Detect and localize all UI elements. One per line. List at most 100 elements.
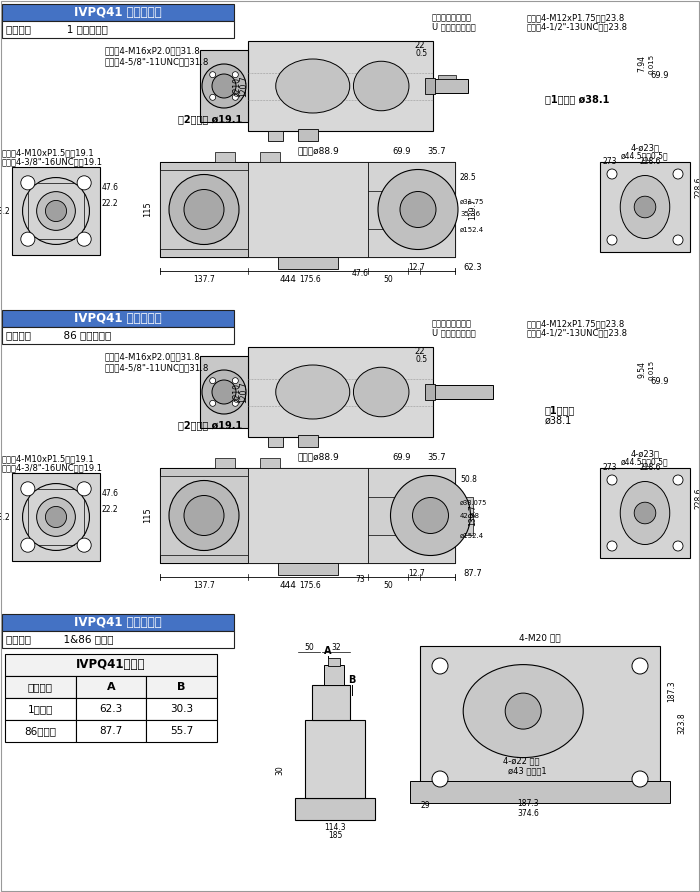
- Text: 英制：4-5/8"-11UNC，深31.8: 英制：4-5/8"-11UNC，深31.8: [105, 57, 209, 67]
- Circle shape: [77, 232, 91, 246]
- Bar: [277, 563, 337, 575]
- Text: 第2出油口 ø19.1: 第2出油口 ø19.1: [178, 420, 242, 430]
- Bar: [76, 676, 146, 698]
- Text: ø44.5孔，0.5深: ø44.5孔，0.5深: [621, 458, 668, 467]
- Bar: [305, 720, 365, 798]
- Text: 73: 73: [355, 574, 365, 583]
- Text: 第2出油口 ø19.1: 第2出油口 ø19.1: [178, 114, 242, 124]
- Text: 323.8: 323.8: [678, 713, 687, 734]
- Text: 115: 115: [144, 508, 153, 524]
- Text: ø38.075: ø38.075: [460, 500, 487, 506]
- Circle shape: [232, 377, 238, 384]
- Text: IVPQ41尺寸表: IVPQ41尺寸表: [76, 658, 146, 672]
- Text: 444: 444: [279, 275, 296, 284]
- Text: 175.6: 175.6: [299, 275, 321, 284]
- Text: 30: 30: [276, 765, 284, 775]
- Bar: [600, 162, 690, 252]
- Circle shape: [169, 481, 239, 550]
- Text: 114.3: 114.3: [324, 823, 346, 832]
- Text: 50.8: 50.8: [460, 475, 477, 484]
- Circle shape: [21, 176, 35, 190]
- Text: ø210: ø210: [232, 77, 241, 95]
- Text: 公制：4-M12xP1.75，深23.8: 公制：4-M12xP1.75，深23.8: [527, 319, 625, 328]
- Bar: [268, 131, 283, 141]
- Ellipse shape: [463, 665, 583, 757]
- Text: 英制：4-1/2"-13UNC，深23.8: 英制：4-1/2"-13UNC，深23.8: [527, 328, 628, 337]
- Text: 35.36: 35.36: [460, 211, 480, 217]
- Bar: [2, 614, 234, 631]
- Ellipse shape: [354, 62, 409, 111]
- Text: 主軸編號          86 號平鍵主軸: 主軸編號 86 號平鍵主軸: [6, 331, 111, 341]
- Bar: [12, 473, 100, 561]
- Circle shape: [210, 377, 216, 384]
- Text: 55.7: 55.7: [170, 726, 193, 736]
- Ellipse shape: [620, 176, 670, 238]
- Text: 175.6: 175.6: [299, 581, 321, 590]
- Text: 47.6: 47.6: [351, 268, 368, 277]
- Text: 4-ø23孔: 4-ø23孔: [631, 450, 659, 458]
- Text: 78.2: 78.2: [0, 207, 10, 216]
- Text: 公制：4-M16xP2.0，深31.8: 公制：4-M16xP2.0，深31.8: [105, 352, 201, 361]
- Text: ø152.4: ø152.4: [460, 227, 484, 233]
- Circle shape: [673, 169, 683, 179]
- Circle shape: [391, 475, 470, 556]
- Circle shape: [634, 196, 656, 218]
- Text: A: A: [324, 646, 332, 656]
- Circle shape: [210, 401, 216, 407]
- Text: ø38.1: ø38.1: [545, 416, 573, 426]
- Text: 28.5: 28.5: [460, 174, 477, 183]
- Text: IVPQ41 法蘭安裝型: IVPQ41 法蘭安裝型: [74, 6, 162, 19]
- Bar: [2, 310, 234, 327]
- Circle shape: [432, 658, 448, 674]
- Circle shape: [21, 538, 35, 552]
- Bar: [146, 720, 217, 742]
- Text: 69.9: 69.9: [393, 146, 412, 155]
- Bar: [200, 356, 248, 428]
- Circle shape: [673, 475, 683, 485]
- Text: 86號主軸: 86號主軸: [25, 726, 56, 736]
- Bar: [215, 458, 235, 468]
- Text: 30.3: 30.3: [170, 704, 193, 714]
- Text: 英制：4-3/8"-16UNC，深19.1: 英制：4-3/8"-16UNC，深19.1: [2, 158, 103, 167]
- Text: IVPQ41 腳座安裝型: IVPQ41 腳座安裝型: [74, 616, 162, 629]
- Bar: [160, 162, 455, 257]
- Circle shape: [378, 169, 458, 250]
- Circle shape: [210, 95, 216, 100]
- Text: 主軸編號           1 號平鍵主軸: 主軸編號 1 號平鍵主軸: [6, 24, 108, 35]
- Text: 69.9: 69.9: [393, 452, 412, 461]
- Bar: [260, 152, 280, 162]
- Text: 22: 22: [414, 346, 426, 356]
- Bar: [368, 468, 455, 563]
- Bar: [248, 468, 368, 563]
- Bar: [328, 658, 340, 666]
- Text: 進油口ø88.9: 進油口ø88.9: [298, 146, 340, 155]
- Circle shape: [412, 498, 449, 533]
- Circle shape: [212, 380, 236, 404]
- Circle shape: [232, 95, 238, 100]
- Circle shape: [505, 693, 541, 729]
- Text: 187.3: 187.3: [668, 681, 676, 702]
- Text: 22.2: 22.2: [102, 199, 118, 208]
- Circle shape: [202, 370, 246, 414]
- Bar: [420, 646, 660, 801]
- Bar: [425, 78, 435, 94]
- Bar: [368, 162, 455, 257]
- Text: 英制：4-1/2"-13UNC，深23.8: 英制：4-1/2"-13UNC，深23.8: [527, 22, 628, 31]
- Ellipse shape: [276, 59, 350, 113]
- Circle shape: [673, 541, 683, 551]
- Circle shape: [634, 502, 656, 524]
- Circle shape: [21, 232, 35, 246]
- Bar: [160, 468, 455, 563]
- Text: 4-M20 貫穿: 4-M20 貫穿: [519, 633, 561, 642]
- Text: U 標記：英制螺紋: U 標記：英制螺紋: [432, 22, 476, 31]
- Bar: [2, 327, 234, 344]
- Circle shape: [202, 64, 246, 108]
- Text: 32: 32: [331, 642, 341, 651]
- Text: A: A: [106, 682, 116, 692]
- Text: 7.94: 7.94: [638, 55, 647, 72]
- Text: 公制：4-M16xP2.0，深31.8: 公制：4-M16xP2.0，深31.8: [105, 46, 201, 55]
- Text: B: B: [349, 675, 356, 685]
- Bar: [160, 170, 248, 249]
- Text: 無標記：公制螺紋: 無標記：公制螺紋: [432, 319, 472, 328]
- Ellipse shape: [276, 365, 350, 419]
